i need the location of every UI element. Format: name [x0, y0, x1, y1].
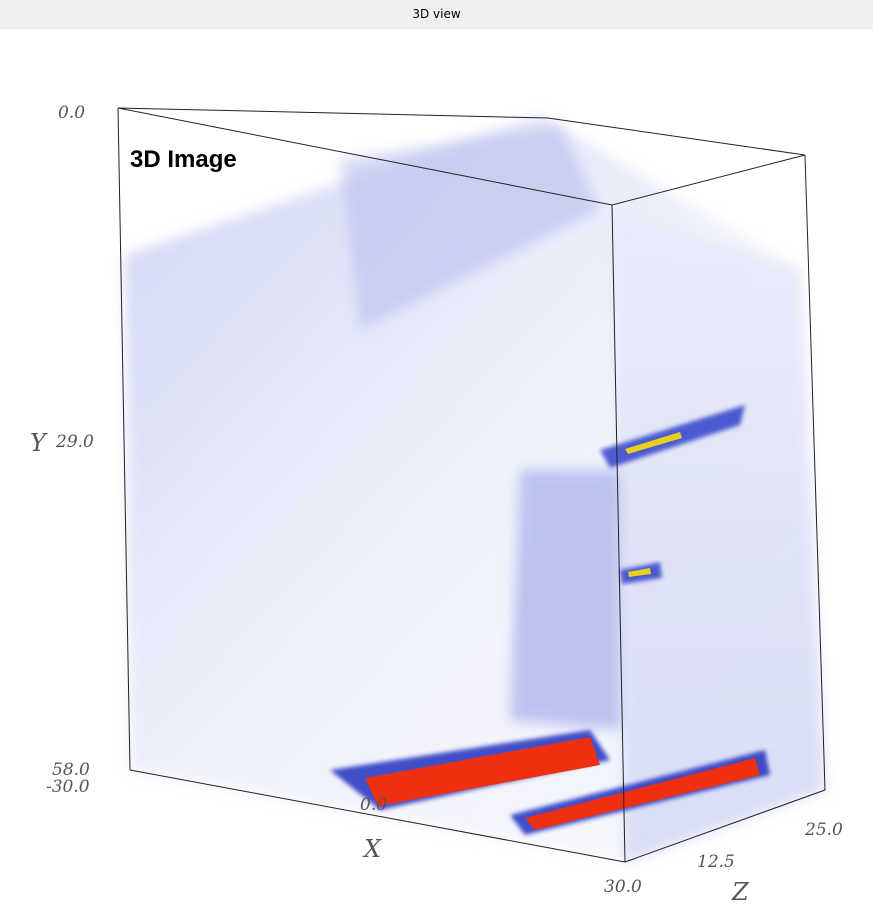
box-edge	[117, 107, 131, 771]
x-axis-name: X	[362, 835, 382, 863]
view-label: 3D Image	[130, 146, 237, 173]
z-tick-label: 25.0	[804, 820, 843, 840]
box-edge	[611, 204, 626, 863]
y-tick-label: 0.0	[58, 103, 85, 123]
window-title: 3D view	[0, 0, 873, 29]
x-tick-label: 30.0	[604, 877, 642, 897]
z-tick-label: 12.5	[697, 852, 735, 872]
x-tick-label: 0.0	[360, 795, 387, 815]
box-edge	[129, 769, 626, 863]
y-axis-name: Y	[30, 429, 48, 457]
y-tick-label: 58.0	[52, 760, 90, 780]
box-edge	[624, 789, 826, 863]
x-tick-label: -30.0	[46, 777, 90, 797]
bounding-box	[117, 107, 826, 863]
z-axis-name: Z	[731, 878, 750, 906]
volume-render	[125, 115, 825, 862]
3d-view: 3D Image 0.0 Y 29.0 58.0 -30.0 0.0 X 30.…	[30, 103, 843, 906]
y-tick-label: 29.0	[55, 432, 94, 452]
box-edge	[804, 154, 826, 791]
